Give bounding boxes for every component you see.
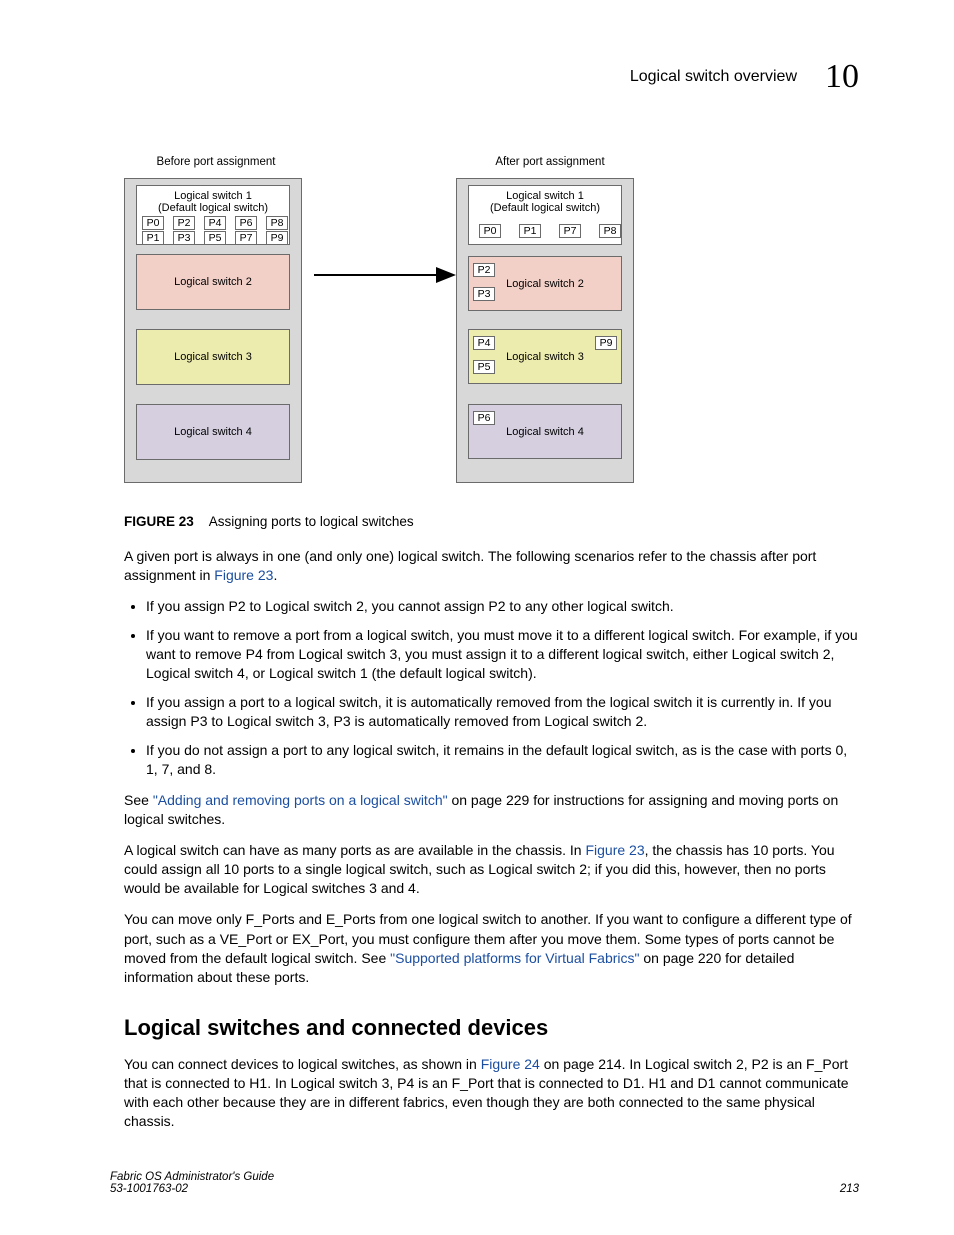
doc-title: Fabric OS Administrator's Guide: [110, 1171, 274, 1183]
port-p3: P3: [173, 231, 195, 245]
list-item: If you want to remove a port from a logi…: [146, 626, 859, 683]
bullet-list: If you assign P2 to Logical switch 2, yo…: [124, 597, 859, 779]
logical-switch-1-before: Logical switch 1(Default logical switch)…: [136, 185, 290, 245]
port-p3: P3: [473, 287, 495, 301]
figure-caption: FIGURE 23 Assigning ports to logical swi…: [124, 514, 859, 529]
port-p9: P9: [266, 231, 288, 245]
paragraph: A logical switch can have as many ports …: [124, 841, 859, 898]
paragraph: A given port is always in one (and only …: [124, 547, 859, 585]
paragraph: See "Adding and removing ports on a logi…: [124, 791, 859, 829]
list-item: If you do not assign a port to any logic…: [146, 741, 859, 779]
port-p1: P1: [519, 224, 541, 238]
paragraph: You can connect devices to logical switc…: [124, 1055, 859, 1131]
port-p8: P8: [599, 224, 621, 238]
list-item: If you assign a port to a logical switch…: [146, 693, 859, 731]
port-p9: P9: [595, 336, 617, 350]
port-p2: P2: [473, 263, 495, 277]
port-p7: P7: [559, 224, 581, 238]
logical-switch-4-before: Logical switch 4: [136, 404, 290, 460]
supported-platforms-link[interactable]: "Supported platforms for Virtual Fabrics…: [390, 950, 639, 966]
port-p0: P0: [479, 224, 501, 238]
figure-23-link[interactable]: Figure 23: [214, 567, 273, 583]
paragraph: You can move only F_Ports and E_Ports fr…: [124, 910, 859, 986]
port-p6: P6: [473, 411, 495, 425]
page-number: 213: [840, 1183, 859, 1195]
chapter-number: 10: [825, 58, 859, 96]
logical-switch-2-before: Logical switch 2: [136, 254, 290, 310]
port-p8: P8: [266, 216, 288, 230]
page-footer: Fabric OS Administrator's Guide 53-10017…: [110, 1171, 859, 1195]
running-title: Logical switch overview: [630, 68, 797, 86]
figure-caption-text: Assigning ports to logical switches: [209, 514, 414, 529]
port-p5: P5: [473, 360, 495, 374]
logical-switch-3-before: Logical switch 3: [136, 329, 290, 385]
logical-switch-3-after: Logical switch 3P4P5P9: [468, 329, 622, 384]
list-item: If you assign P2 to Logical switch 2, yo…: [146, 597, 859, 616]
doc-number: 53-1001763-02: [110, 1183, 274, 1195]
port-p6: P6: [235, 216, 257, 230]
figure-24-link[interactable]: Figure 24: [481, 1056, 540, 1072]
port-p2: P2: [173, 216, 195, 230]
logical-switch-4-after: Logical switch 4P6: [468, 404, 622, 459]
port-p4: P4: [204, 216, 226, 230]
figure-label: FIGURE 23: [124, 514, 194, 529]
figure-23-diagram: Before port assignmentAfter port assignm…: [124, 156, 859, 496]
port-p5: P5: [204, 231, 226, 245]
logical-switch-1-after: Logical switch 1(Default logical switch)…: [468, 185, 622, 245]
section-heading: Logical switches and connected devices: [124, 1015, 859, 1041]
logical-switch-2-after: Logical switch 2P2P3: [468, 256, 622, 311]
port-p7: P7: [235, 231, 257, 245]
running-header: Logical switch overview 10: [110, 58, 859, 96]
port-p1: P1: [142, 231, 164, 245]
figure-23-link[interactable]: Figure 23: [585, 842, 644, 858]
port-p0: P0: [142, 216, 164, 230]
port-p4: P4: [473, 336, 495, 350]
arrow-icon: [436, 267, 456, 283]
adding-removing-ports-link[interactable]: "Adding and removing ports on a logical …: [153, 792, 448, 808]
